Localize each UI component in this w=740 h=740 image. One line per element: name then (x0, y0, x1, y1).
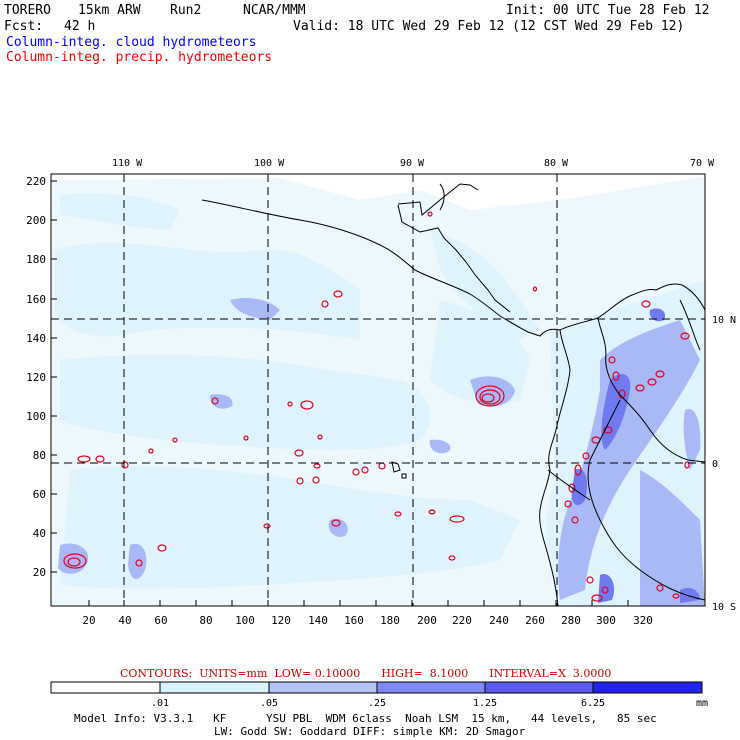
bottom-tick-marks (88, 600, 629, 606)
colorbar-bin (592, 681, 703, 694)
lon-label-90w: 90 W (400, 158, 425, 169)
x-tick-label: 220 (452, 614, 472, 627)
left-tick-marks (51, 180, 57, 573)
x-tick-label: 40 (118, 614, 131, 627)
colorbar-bin (376, 681, 486, 694)
colorbar-bin (50, 681, 161, 694)
cloud-dark-shading (571, 308, 700, 603)
colorbar-bin (268, 681, 378, 694)
map-frame (50, 173, 706, 607)
colorbar: .01 .05 .25 1.25 6.25 mm (50, 681, 708, 708)
latitude-labels: 10 N 0 10 S (712, 315, 736, 613)
colorbar-labels: .01 .05 .25 1.25 6.25 mm (151, 698, 708, 708)
bottom-tick-labels: 20 40 60 80 100 120 140 160 180 200 220 … (82, 614, 653, 627)
x-tick-label: 80 (199, 614, 212, 627)
y-tick-label: 60 (33, 488, 46, 501)
model-info-line2: LW: Godd SW: Goddard DIFF: simple KM: 2D… (214, 725, 526, 738)
lat-label-10n: 10 N (712, 315, 736, 326)
x-tick-label: 320 (633, 614, 653, 627)
model-name: TORERO (4, 3, 51, 18)
x-tick-label: 160 (344, 614, 364, 627)
colorbar-threshold-label: 6.25 (581, 698, 605, 708)
org-label: NCAR/MMM (243, 3, 306, 18)
colorbar-bin (159, 681, 270, 694)
cloud-medium-shading (58, 298, 705, 606)
coastlines (201, 183, 705, 606)
model-info-line1: Model Info: V3.3.1 KF YSU PBL WDM 6class… (74, 712, 657, 725)
colorbar-threshold-label: 1.25 (473, 698, 497, 708)
x-tick-label: 200 (417, 614, 437, 627)
run-label: Run2 (170, 3, 202, 18)
cloud-field-title: Column-integ. cloud hydrometeors (6, 35, 257, 50)
x-tick-label: 140 (308, 614, 328, 627)
y-tick-label: 160 (26, 293, 46, 306)
lat-label-10s: 10 S (712, 602, 736, 613)
colorbar-threshold-label: .25 (368, 698, 386, 708)
init-time: Init: 00 UTC Tue 28 Feb 12 (506, 3, 710, 18)
colorbar-threshold-label: .05 (260, 698, 278, 708)
precip-contours (63, 211, 690, 602)
model-resolution: 15km ARW (78, 3, 141, 18)
lon-label-70w: 70 W (690, 158, 715, 169)
colorbar-threshold-label: .01 (151, 698, 169, 708)
y-tick-label: 100 (26, 410, 46, 423)
y-tick-label: 80 (33, 449, 46, 462)
x-tick-label: 240 (489, 614, 509, 627)
x-tick-label: 20 (82, 614, 95, 627)
colorbar-bin (484, 681, 594, 694)
forecast-hour: 42 h (64, 19, 96, 34)
x-tick-label: 120 (271, 614, 291, 627)
lat-label-0: 0 (712, 459, 718, 470)
y-tick-label: 140 (26, 332, 46, 345)
lat-lon-grid (51, 174, 705, 606)
forecast-label: Fcst: (4, 19, 44, 34)
lon-label-100w: 100 W (254, 158, 285, 169)
y-tick-label: 20 (33, 566, 46, 579)
y-tick-label: 180 (26, 253, 46, 266)
x-tick-label: 100 (235, 614, 255, 627)
longitude-labels: 110 W 100 W 90 W 80 W 70 W (112, 158, 715, 169)
precip-field-title: Column-integ. precip. hydrometeors (6, 50, 273, 65)
valid-time: Valid: 18 UTC Wed 29 Feb 12 (12 CST Wed … (293, 19, 685, 34)
contour-info: CONTOURS: UNITS=mm LOW= 0.10000 HIGH= 8.… (120, 667, 612, 680)
weather-map: 110 W 100 W 90 W 80 W 70 W (26, 158, 736, 627)
x-tick-label: 60 (154, 614, 167, 627)
y-tick-label: 200 (26, 214, 46, 227)
x-tick-label: 280 (561, 614, 581, 627)
left-tick-labels: 220 200 180 160 140 120 100 80 60 40 20 (26, 175, 46, 579)
y-tick-label: 40 (33, 527, 46, 540)
y-tick-label: 120 (26, 371, 46, 384)
y-tick-label: 220 (26, 175, 46, 188)
lon-label-110w: 110 W (112, 158, 143, 169)
lon-label-80w: 80 W (544, 158, 569, 169)
x-tick-label: 180 (380, 614, 400, 627)
x-tick-label: 300 (596, 614, 616, 627)
x-tick-label: 260 (525, 614, 545, 627)
colorbar-unit: mm (696, 698, 708, 708)
